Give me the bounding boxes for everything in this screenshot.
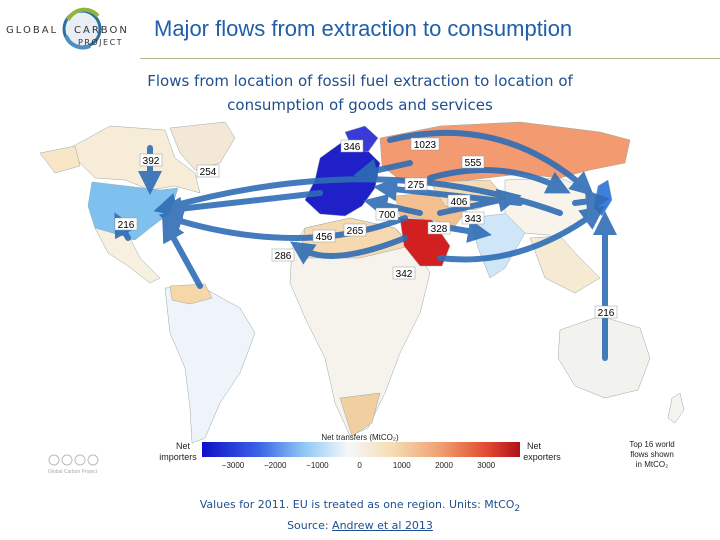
legend-tick-label: −1000 bbox=[306, 461, 329, 470]
legend: Net transfers (MtCO₂) Net importers Net … bbox=[159, 433, 674, 470]
region-mexico bbox=[94, 227, 161, 284]
flow-label-value: 254 bbox=[200, 167, 217, 178]
flow-arrow-russia-china-long bbox=[387, 129, 595, 196]
world-flow-map: 392 254 216 346 1023 555 275 406 343 700… bbox=[0, 118, 720, 490]
flow-label-box: 342 bbox=[392, 266, 416, 280]
legend-tick-label: 2000 bbox=[435, 461, 453, 470]
flow-label-value: 343 bbox=[465, 214, 482, 225]
flow-arrow-middle-east-china bbox=[437, 188, 522, 216]
legend-tick-label: 3000 bbox=[477, 461, 495, 470]
legend-right-label-2: exporters bbox=[523, 452, 561, 462]
flow-label-box: 1023 bbox=[410, 137, 440, 151]
flow-label-box: 254 bbox=[196, 164, 220, 178]
footer-note: Values for 2011. EU is treated as one re… bbox=[199, 498, 515, 511]
region-greenland bbox=[169, 121, 236, 171]
legend-tick-label: −2000 bbox=[264, 461, 287, 470]
flow-label-value: 342 bbox=[396, 269, 413, 280]
region-new-zealand bbox=[667, 392, 685, 424]
flow-arrow-middle-east-usa bbox=[158, 210, 408, 241]
source-link[interactable]: Andrew et al 2013 bbox=[332, 519, 433, 533]
legend-note-2: flows shown bbox=[630, 450, 674, 459]
flow-label-value: 265 bbox=[347, 226, 364, 237]
region-russia bbox=[379, 121, 631, 185]
flow-label-box: 406 bbox=[447, 194, 471, 208]
flow-label-box: 286 bbox=[271, 248, 295, 262]
flow-label-box: 216 bbox=[114, 217, 138, 231]
flow-label-box: 392 bbox=[139, 153, 163, 167]
flow-label-value: 216 bbox=[598, 308, 615, 319]
region-alaska bbox=[39, 145, 81, 174]
flow-label-group: 392 254 216 346 1023 555 275 406 343 700… bbox=[114, 137, 618, 319]
flow-label-box: 555 bbox=[461, 155, 485, 169]
legend-tick-label: 1000 bbox=[393, 461, 411, 470]
flow-arrow-russia-eu bbox=[353, 158, 413, 183]
flow-label-value: 328 bbox=[431, 224, 448, 235]
flow-arrow-venezuela-usa bbox=[162, 217, 203, 289]
footer-subscript: 2 bbox=[514, 503, 521, 515]
map-subtitle: Flows from location of fossil fuel extra… bbox=[120, 69, 600, 117]
flow-label-box: 216 bbox=[594, 305, 618, 319]
watermark-text: Global Carbon Project bbox=[48, 469, 98, 475]
legend-left-label-2: importers bbox=[159, 452, 197, 462]
flow-arrow-eu-usa bbox=[158, 190, 323, 221]
legend-right-label-1: Net bbox=[527, 441, 542, 451]
legend-left-label-1: Net bbox=[176, 441, 191, 451]
footer-line-1: Values for 2011. EU is treated as one re… bbox=[0, 496, 720, 517]
by-icon bbox=[61, 454, 73, 466]
flow-label-box: 275 bbox=[404, 177, 428, 191]
legend-note-3: in MtCO₂ bbox=[636, 460, 668, 469]
flow-arrow-middle-east-north-africa bbox=[290, 235, 408, 265]
legend-tick-label: −3000 bbox=[222, 461, 245, 470]
flow-label-value: 555 bbox=[465, 158, 482, 169]
flow-label-value: 346 bbox=[344, 142, 361, 153]
global-carbon-project-logo: GLOBAL CARBON PROJECT bbox=[6, 4, 134, 54]
sa-icon bbox=[87, 454, 99, 466]
logo-globe-icon bbox=[62, 7, 102, 50]
subtitle-line-1: Flows from location of fossil fuel extra… bbox=[147, 72, 573, 90]
legend-tick-label: 0 bbox=[357, 461, 362, 470]
flow-label-value: 406 bbox=[451, 197, 468, 208]
legend-title: Net transfers (MtCO₂) bbox=[321, 433, 399, 442]
flow-label-box: 343 bbox=[461, 211, 485, 225]
flow-label-value: 286 bbox=[275, 251, 292, 262]
logo-word-project: PROJECT bbox=[78, 38, 124, 47]
region-canada bbox=[69, 125, 201, 194]
flow-arrow-middle-east-japan bbox=[437, 205, 605, 263]
flow-label-box: 265 bbox=[343, 223, 367, 237]
subtitle-line-2: consumption of goods and services bbox=[227, 96, 493, 114]
flow-label-box: 456 bbox=[312, 229, 336, 243]
flow-arrow-middle-east-india bbox=[447, 219, 492, 243]
flow-label-value: 700 bbox=[379, 210, 396, 221]
region-south-america bbox=[164, 285, 256, 444]
flow-label-value: 1023 bbox=[414, 140, 437, 151]
footer-source-label: Source: bbox=[287, 519, 333, 533]
legend-color-bar bbox=[202, 442, 520, 457]
cc-icon bbox=[48, 454, 60, 466]
flow-label-value: 216 bbox=[118, 220, 135, 231]
header-divider bbox=[140, 58, 720, 59]
flow-label-value: 392 bbox=[143, 156, 160, 167]
flow-label-box: 346 bbox=[340, 139, 364, 153]
legend-note-1: Top 16 world bbox=[629, 440, 674, 449]
header: GLOBAL CARBON PROJECT Major flows from e… bbox=[0, 0, 720, 60]
flow-arrow-russia-china bbox=[427, 167, 571, 194]
flow-label-box: 328 bbox=[427, 221, 451, 235]
flow-label-value: 275 bbox=[408, 180, 425, 191]
logo-word-global: GLOBAL bbox=[6, 25, 59, 36]
page-title: Major flows from extraction to consumpti… bbox=[154, 16, 573, 41]
flow-arrows bbox=[114, 129, 617, 361]
map-canvas: 392 254 216 346 1023 555 275 406 343 700… bbox=[39, 121, 685, 475]
watermark: Global Carbon Project bbox=[48, 454, 99, 475]
logo-word-carbon: CARBON bbox=[74, 25, 129, 36]
footer: Values for 2011. EU is treated as one re… bbox=[0, 496, 720, 534]
flow-label-value: 456 bbox=[316, 232, 333, 243]
nc-icon bbox=[74, 454, 86, 466]
footer-line-2: Source: Andrew et al 2013 bbox=[0, 517, 720, 534]
flow-arrow-china-japan bbox=[572, 189, 610, 214]
flow-label-box: 700 bbox=[375, 207, 399, 221]
region-south-africa bbox=[339, 392, 381, 437]
